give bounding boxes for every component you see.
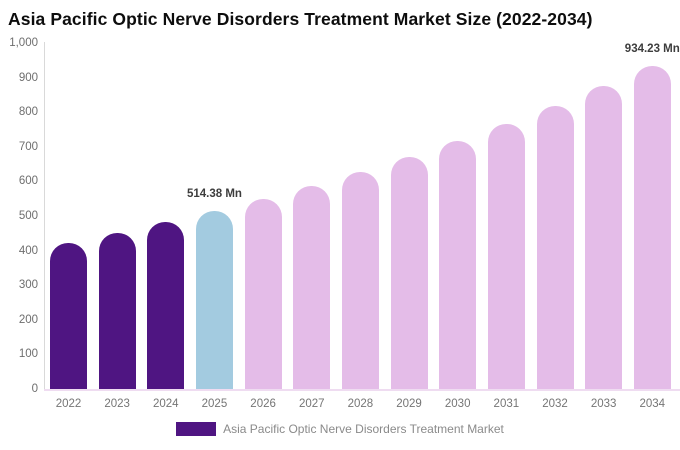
y-tick-label: 1,000 [9,37,38,49]
bar-2029 [390,156,428,389]
x-tick-label-2029: 2029 [396,398,422,410]
bar-2022 [50,243,87,389]
bar-value-label-2034: 934.23 Mn [624,42,680,55]
bar-2028 [341,171,379,389]
x-tick-label-2023: 2023 [104,398,130,410]
x-tick-label-2031: 2031 [493,398,520,410]
x-tick-label-2026: 2026 [250,398,276,410]
bar-2034 [633,65,671,389]
bar-2031 [487,123,525,389]
x-axis-line [44,389,680,391]
bar-2024 [147,222,185,389]
y-tick-label: 200 [18,313,38,326]
x-tick-label-2030: 2030 [444,398,471,410]
x-tick-label-2033: 2033 [590,398,617,410]
y-tick-label: 0 [31,383,38,395]
bar-value-label-2025: 514.38 Mn [186,188,242,201]
legend-swatch [176,422,217,436]
x-tick-label-2022: 2022 [55,398,82,410]
y-tick-label: 900 [18,71,38,84]
y-axis-line [44,42,45,390]
bar-2033 [585,86,623,389]
chart-title: Asia Pacific Optic Nerve Disorders Treat… [8,9,593,29]
x-tick-label-2025: 2025 [201,398,228,410]
y-tick-label: 800 [18,106,38,119]
bar-2023 [98,233,136,389]
x-tick-label-2027: 2027 [298,398,325,410]
y-tick-label: 600 [18,175,38,188]
y-tick-label: 400 [18,244,38,257]
legend: Asia Pacific Optic Nerve Disorders Treat… [0,422,680,436]
bar-2026 [244,198,282,389]
bar-2032 [536,105,574,389]
bar-2025 [195,211,233,389]
y-tick-label: 100 [18,348,38,361]
x-tick-label-2034: 2034 [639,398,666,410]
x-tick-label-2028: 2028 [347,398,374,410]
bar-2027 [293,185,331,389]
x-tick-label-2024: 2024 [153,398,179,410]
y-tick-label: 500 [18,210,38,222]
x-tick-label-2032: 2032 [542,398,568,410]
bar-2030 [439,141,477,389]
y-tick-label: 700 [18,140,38,153]
y-tick-label: 300 [18,279,38,292]
legend-label: Asia Pacific Optic Nerve Disorders Treat… [223,422,504,436]
